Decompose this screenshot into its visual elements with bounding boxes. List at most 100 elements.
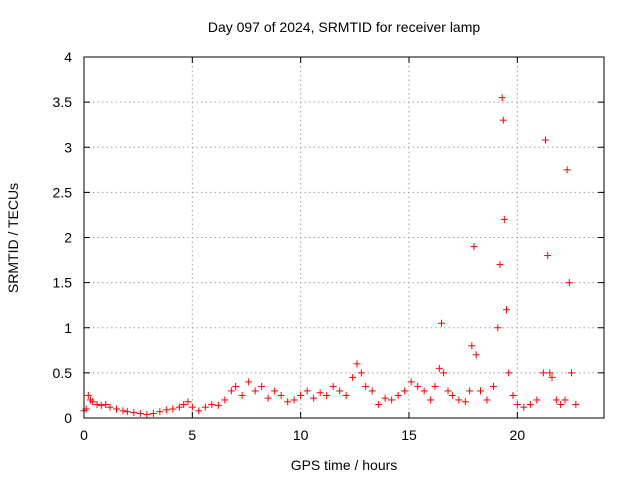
data-point: [388, 396, 396, 404]
data-point: [84, 391, 92, 399]
data-point: [542, 136, 549, 144]
data-point: [149, 409, 157, 417]
data-point: [427, 396, 435, 404]
data-point: [544, 252, 552, 260]
data-point: [245, 378, 253, 386]
data-point: [136, 409, 144, 417]
data-points: [80, 94, 580, 418]
data-point: [568, 369, 575, 377]
data-point: [290, 396, 298, 404]
data-point: [238, 391, 246, 399]
data-point: [156, 408, 164, 416]
data-point: [466, 387, 474, 395]
data-point: [561, 396, 569, 404]
data-point: [375, 400, 383, 408]
y-tick-label: 0.5: [53, 365, 73, 381]
data-point: [119, 407, 127, 415]
data-point: [113, 405, 120, 413]
data-point: [93, 400, 101, 408]
data-point: [130, 409, 138, 417]
y-tick-label: 4: [64, 49, 72, 65]
data-point: [526, 400, 534, 408]
data-point: [362, 382, 370, 390]
data-point: [316, 389, 324, 397]
data-point: [472, 351, 480, 359]
data-point: [546, 369, 554, 377]
x-tick-label: 10: [293, 427, 309, 443]
axis-ticks: [83, 56, 604, 419]
data-point: [431, 382, 439, 390]
data-point: [539, 369, 547, 377]
data-point: [143, 410, 151, 418]
x-tick-label: 20: [510, 427, 526, 443]
data-point: [162, 406, 170, 414]
data-point: [381, 394, 389, 402]
x-axis-label: GPS time / hours: [291, 457, 398, 473]
data-point: [520, 403, 528, 411]
data-point: [420, 387, 428, 395]
x-tick-label: 15: [401, 427, 417, 443]
data-point: [297, 391, 305, 399]
data-point: [188, 403, 196, 411]
data-point: [102, 400, 110, 408]
data-point: [323, 391, 331, 399]
data-point: [284, 398, 292, 406]
data-point: [342, 391, 350, 399]
data-point: [563, 166, 571, 174]
data-point: [180, 400, 188, 408]
data-point: [232, 382, 240, 390]
data-point: [221, 396, 229, 404]
y-tick-label: 1.5: [53, 275, 73, 291]
y-axis-label: SRMTID / TECUs: [5, 183, 21, 293]
y-tick-label: 0: [64, 410, 72, 426]
data-point: [184, 398, 192, 406]
y-tick-label: 3: [64, 139, 72, 155]
data-point: [106, 403, 114, 411]
data-point: [490, 382, 497, 390]
y-tick-label: 2.5: [53, 184, 73, 200]
data-point: [89, 398, 97, 406]
data-point: [455, 396, 463, 404]
data-point: [368, 387, 376, 395]
data-point: [414, 382, 422, 390]
data-point: [336, 387, 344, 395]
data-point: [394, 391, 402, 399]
data-point: [264, 394, 272, 402]
data-point: [258, 382, 266, 390]
data-point: [494, 324, 502, 332]
data-point: [533, 396, 541, 404]
data-point: [448, 391, 456, 399]
data-point: [477, 387, 484, 395]
data-point: [251, 387, 259, 395]
data-point: [503, 306, 510, 314]
x-tick-labels: 0 5 10 15 20: [80, 427, 525, 443]
data-point: [565, 279, 573, 287]
data-point: [277, 391, 285, 399]
y-tick-label: 2: [64, 230, 72, 246]
data-point: [552, 396, 560, 404]
data-point: [468, 342, 476, 350]
y-tick-label: 3.5: [53, 94, 73, 110]
data-point: [509, 391, 517, 399]
data-point: [195, 407, 203, 415]
data-point: [483, 396, 491, 404]
data-point: [498, 94, 506, 102]
x-tick-label: 0: [80, 427, 88, 443]
data-point: [227, 387, 235, 395]
grid: [84, 57, 604, 418]
x-tick-label: 5: [188, 427, 196, 443]
data-point: [435, 364, 443, 372]
y-tick-labels: 0 0.5 1 1.5 2 2.5 3 3.5 4: [53, 49, 73, 426]
data-point: [123, 408, 131, 416]
data-point: [357, 369, 365, 377]
data-point: [470, 243, 478, 251]
data-point: [440, 369, 448, 377]
data-point: [271, 387, 279, 395]
data-point: [310, 394, 318, 402]
data-point: [438, 319, 445, 327]
data-point: [499, 116, 507, 124]
data-point: [329, 382, 337, 390]
data-point: [500, 215, 508, 223]
data-point: [303, 387, 311, 395]
